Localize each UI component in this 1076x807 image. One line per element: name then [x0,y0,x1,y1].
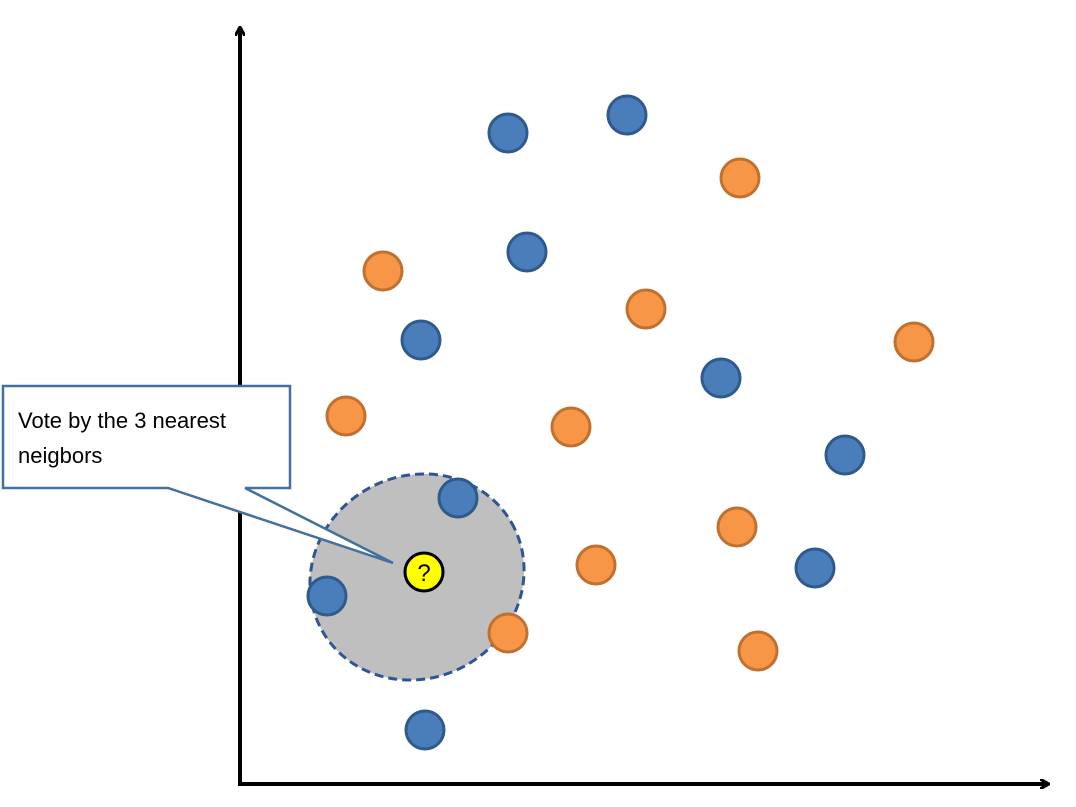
orange-points [325,157,935,672]
blue-point [404,709,446,751]
blue-point [794,547,836,589]
orange-point [737,630,779,672]
callout-line: Vote by the 3 nearest [18,408,226,433]
blue-points [306,94,866,751]
orange-point [625,288,667,330]
blue-point [606,94,648,136]
orange-point [487,612,529,654]
orange-point [325,395,367,437]
blue-point [306,575,348,617]
query-label: ? [417,560,430,587]
blue-point [400,319,442,361]
blue-point [506,231,548,273]
blue-point [487,112,529,154]
orange-point [575,544,617,586]
orange-point [550,406,592,448]
blue-point [437,477,479,519]
orange-point [362,250,404,292]
blue-point [700,357,742,399]
callout-box [1,384,394,565]
query-point [403,551,445,593]
orange-point [893,321,935,363]
blue-point [824,434,866,476]
callout-line: neigbors [18,443,102,468]
orange-point [719,157,761,199]
orange-point [716,506,758,548]
